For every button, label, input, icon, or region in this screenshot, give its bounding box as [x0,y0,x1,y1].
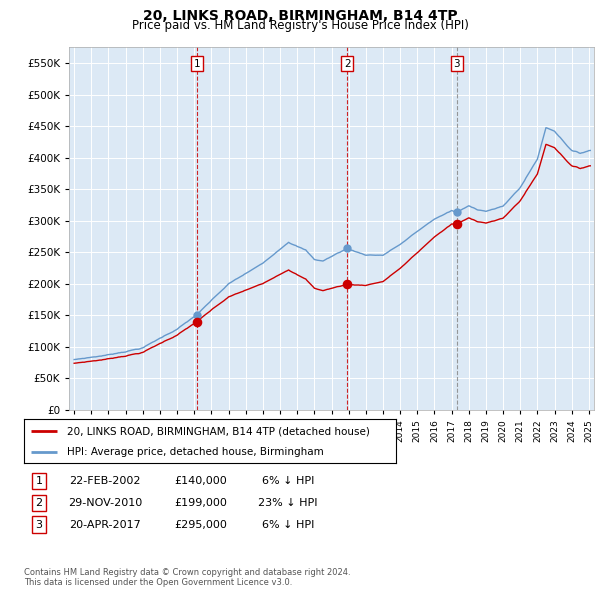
Text: Contains HM Land Registry data © Crown copyright and database right 2024.
This d: Contains HM Land Registry data © Crown c… [24,568,350,587]
Point [452,208,461,217]
Text: 29-NOV-2010: 29-NOV-2010 [68,498,142,507]
Point [343,280,352,289]
Text: 2: 2 [35,498,43,507]
Text: 2: 2 [344,58,350,68]
Text: 1: 1 [35,476,43,486]
Text: 3: 3 [35,520,43,529]
Point [452,219,461,228]
Text: 6% ↓ HPI: 6% ↓ HPI [262,520,314,529]
Text: 20-APR-2017: 20-APR-2017 [69,520,141,529]
Text: HPI: Average price, detached house, Birmingham: HPI: Average price, detached house, Birm… [67,447,323,457]
Text: £140,000: £140,000 [175,476,227,486]
Text: 20, LINKS ROAD, BIRMINGHAM, B14 4TP (detached house): 20, LINKS ROAD, BIRMINGHAM, B14 4TP (det… [67,427,370,436]
Text: 1: 1 [193,58,200,68]
Text: Price paid vs. HM Land Registry's House Price Index (HPI): Price paid vs. HM Land Registry's House … [131,19,469,32]
Text: £295,000: £295,000 [175,520,227,529]
Text: 3: 3 [454,58,460,68]
Point [343,244,352,253]
Text: 6% ↓ HPI: 6% ↓ HPI [262,476,314,486]
Text: 20, LINKS ROAD, BIRMINGHAM, B14 4TP: 20, LINKS ROAD, BIRMINGHAM, B14 4TP [143,9,457,23]
Point [192,310,202,319]
Point [192,317,202,326]
Text: 22-FEB-2002: 22-FEB-2002 [69,476,141,486]
Text: £199,000: £199,000 [175,498,227,507]
Text: 23% ↓ HPI: 23% ↓ HPI [258,498,318,507]
